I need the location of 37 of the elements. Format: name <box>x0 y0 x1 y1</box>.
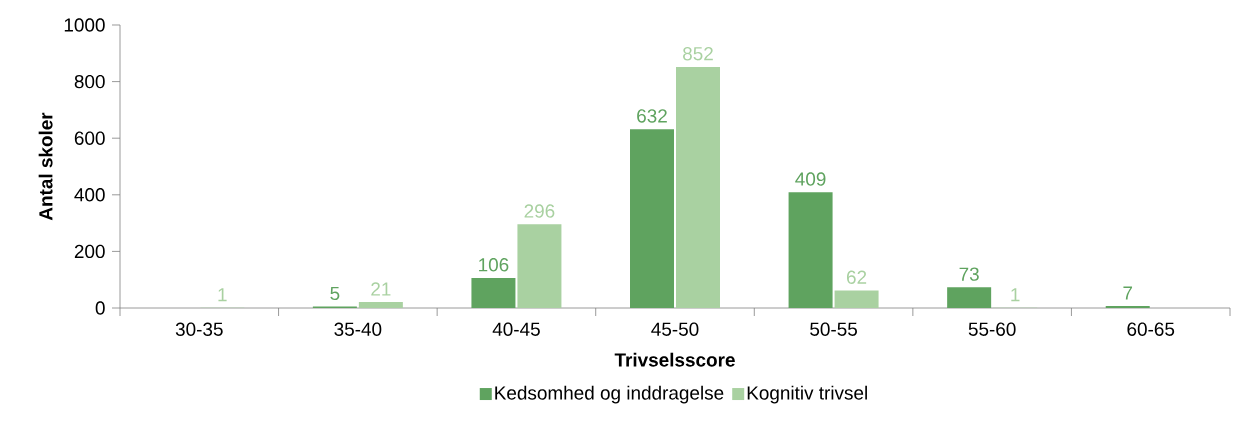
y-axis-title: Antal skoler <box>38 112 53 221</box>
y-tick-label: 1000 <box>64 18 105 32</box>
data-label: 852 <box>683 46 713 61</box>
bar <box>517 224 562 308</box>
x-tick-label: 45-50 <box>651 322 699 336</box>
data-label: 5 <box>330 286 340 301</box>
bar <box>630 129 674 308</box>
data-label: 73 <box>959 267 979 281</box>
y-tick-label: 200 <box>74 244 105 259</box>
legend-label: Kedsomhed og inddragelse <box>495 385 724 404</box>
y-tick-label: 0 <box>95 301 105 315</box>
data-label: 632 <box>637 109 667 123</box>
bar <box>358 302 403 308</box>
y-tick-label: 800 <box>74 74 105 89</box>
legend-label: Kognitiv trivsel <box>747 385 867 404</box>
x-tick-label: 30-35 <box>175 322 223 336</box>
data-label: 62 <box>847 270 867 284</box>
data-label: 1 <box>1011 288 1020 302</box>
bar <box>834 290 879 308</box>
bar <box>788 192 833 308</box>
x-tick-label: 55-60 <box>968 322 1016 336</box>
x-tick-label: 40-45 <box>492 322 540 336</box>
data-label: 106 <box>479 258 509 272</box>
data-label: 7 <box>1123 286 1133 300</box>
bar <box>947 287 992 308</box>
bar <box>471 278 516 308</box>
x-tick-label: 50-55 <box>810 322 857 336</box>
x-tick-label: 60-65 <box>1127 322 1175 336</box>
data-label: 296 <box>524 204 555 218</box>
x-tick-label: 35-40 <box>334 322 382 336</box>
y-tick-label: 600 <box>74 131 105 145</box>
data-label: 1 <box>218 288 227 302</box>
x-axis-title: Trivselsscore <box>614 352 735 367</box>
bar <box>676 66 720 308</box>
data-label: 21 <box>371 282 391 296</box>
data-label: 409 <box>795 172 826 186</box>
y-tick-label: 400 <box>74 188 105 202</box>
